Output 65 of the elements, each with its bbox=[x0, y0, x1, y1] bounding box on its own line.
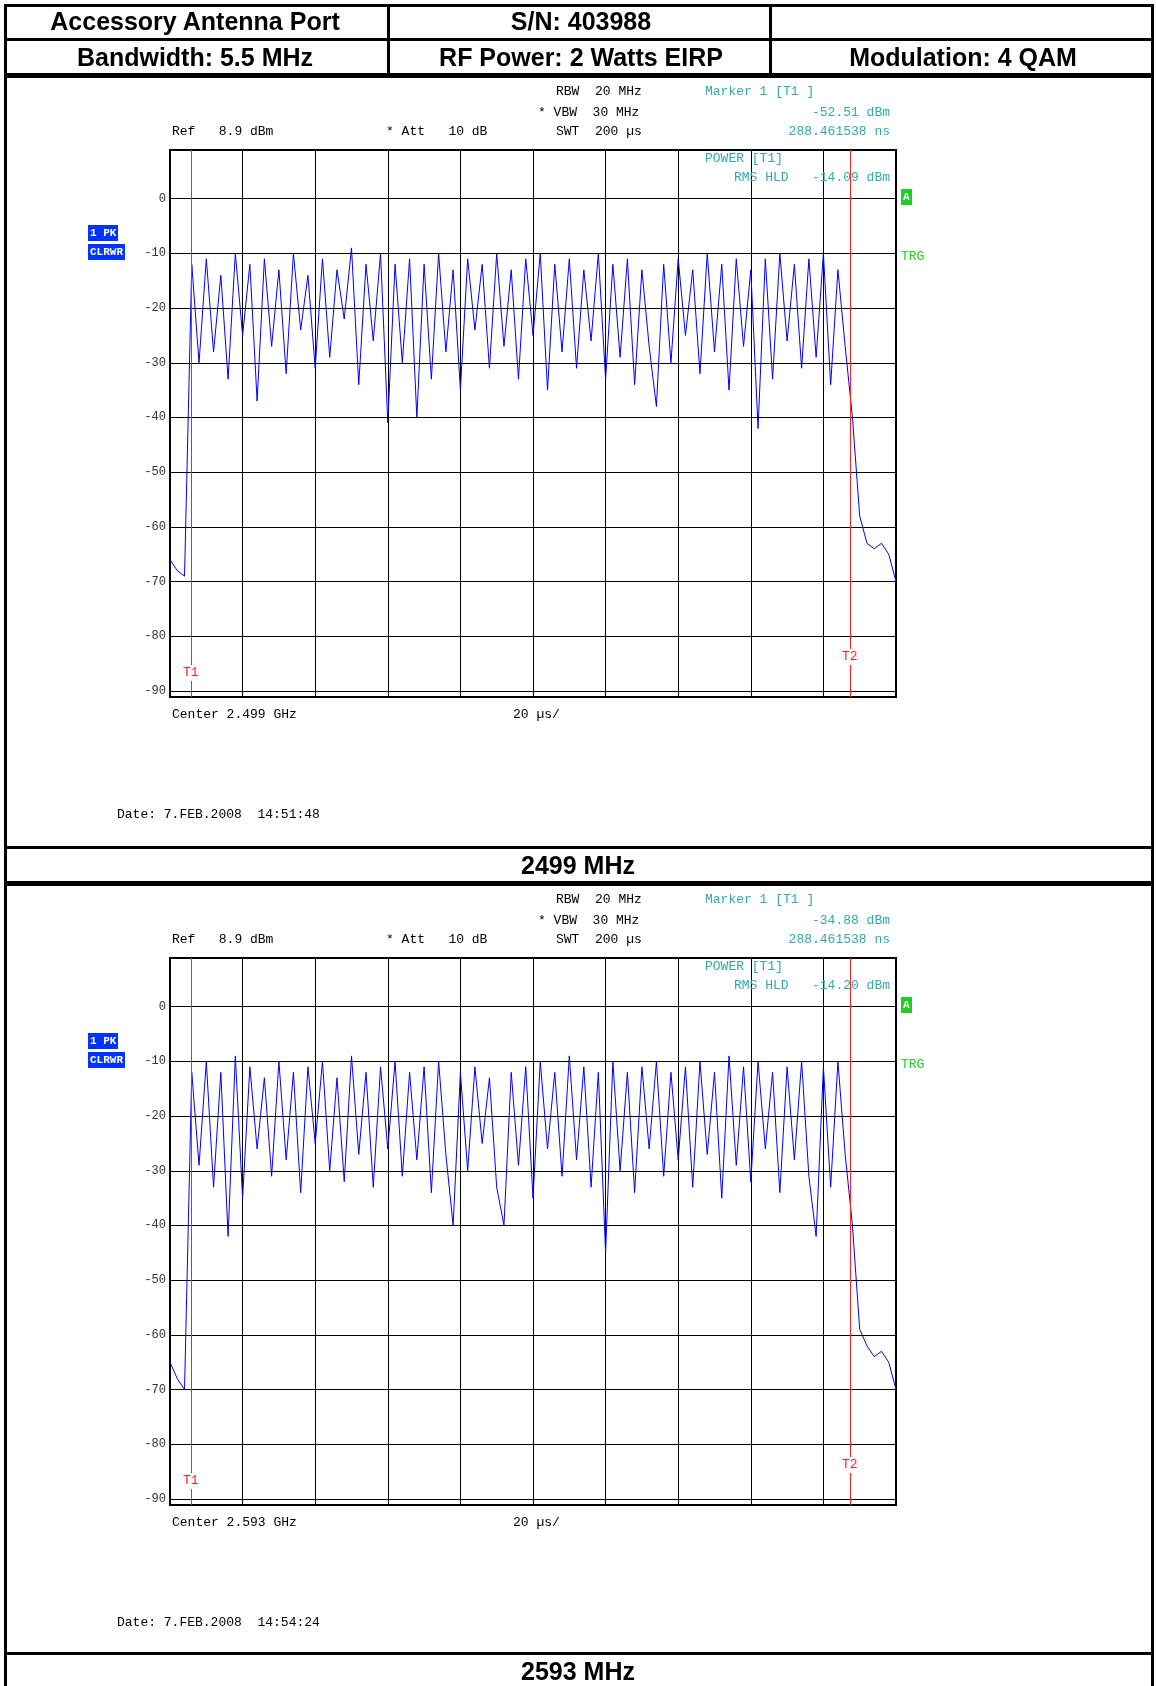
text: Center 2.499 GHz bbox=[172, 707, 297, 723]
text: 1 PK bbox=[88, 1033, 119, 1049]
y-tick-label: -50 bbox=[144, 1273, 166, 1288]
text: SWT 200 µs bbox=[556, 124, 642, 140]
y-tick-label: -70 bbox=[144, 1382, 166, 1397]
y-tick-label: -20 bbox=[144, 1109, 166, 1124]
text: Date: 7.FEB.2008 14:51:48 bbox=[117, 807, 320, 823]
text: TRG bbox=[901, 249, 925, 265]
text: 2593 MHz bbox=[520, 1656, 636, 1686]
y-tick-label: -30 bbox=[144, 355, 166, 370]
text: 2499 MHz bbox=[520, 850, 636, 881]
text: 288.461538 ns bbox=[788, 932, 890, 948]
annotation: T1 bbox=[183, 665, 199, 681]
text: Bandwidth: 5.5 MHz bbox=[75, 42, 315, 73]
y-tick-label: -60 bbox=[144, 1327, 166, 1342]
text: SWT 200 µs bbox=[556, 932, 642, 948]
text: Center 2.593 GHz bbox=[172, 1515, 297, 1531]
text: CLRWR bbox=[88, 1052, 126, 1068]
text: CLRWR bbox=[88, 244, 126, 260]
annotation: T1 bbox=[183, 1473, 199, 1489]
text: Modulation: 4 QAM bbox=[848, 42, 1078, 73]
text: 288.461538 ns bbox=[788, 124, 890, 140]
y-tick-label: -60 bbox=[144, 519, 166, 534]
y-tick-label: -70 bbox=[144, 574, 166, 589]
y-tick-label: -80 bbox=[144, 1437, 166, 1452]
y-tick-label: -80 bbox=[144, 629, 166, 644]
text: A bbox=[901, 189, 912, 205]
annotation: T2 bbox=[842, 649, 858, 665]
y-tick-label: -90 bbox=[144, 683, 166, 698]
y-tick-label: -20 bbox=[144, 301, 166, 316]
text: A bbox=[901, 997, 912, 1013]
text: Ref 8.9 dBm bbox=[172, 124, 274, 140]
text: Accessory Antenna Port bbox=[49, 6, 341, 37]
y-tick-label: -90 bbox=[144, 1491, 166, 1506]
y-tick-label: -10 bbox=[144, 246, 166, 261]
text: 20 µs/ bbox=[513, 707, 560, 723]
text: -52.51 dBm bbox=[811, 105, 890, 121]
text: TRG bbox=[901, 1057, 925, 1073]
text: * VBW 30 MHz bbox=[538, 913, 640, 929]
text: S/N: 403988 bbox=[509, 6, 653, 37]
y-tick-label: -50 bbox=[144, 465, 166, 480]
text: 1 PK bbox=[88, 225, 119, 241]
line-series bbox=[169, 1055, 897, 1391]
y-tick-label: -40 bbox=[144, 410, 166, 425]
line-series bbox=[169, 247, 897, 583]
annotation: POWER [T1] bbox=[705, 959, 784, 975]
text: RF Power: 2 Watts EIRP bbox=[438, 42, 724, 73]
y-tick-label: 0 bbox=[158, 999, 166, 1014]
annotation: POWER [T1] bbox=[705, 151, 784, 167]
y-tick-label: -10 bbox=[144, 1054, 166, 1069]
text: * Att 10 dB bbox=[386, 124, 488, 140]
text: Date: 7.FEB.2008 14:54:24 bbox=[117, 1615, 320, 1631]
y-tick-label: -40 bbox=[144, 1218, 166, 1233]
text: * Att 10 dB bbox=[386, 932, 488, 948]
text: 20 µs/ bbox=[513, 1515, 560, 1531]
text: -34.88 dBm bbox=[811, 913, 890, 929]
annotation: T2 bbox=[842, 1457, 858, 1473]
y-tick-label: 0 bbox=[158, 191, 166, 206]
text: * VBW 30 MHz bbox=[538, 105, 640, 121]
text: Marker 1 [T1 ] bbox=[705, 84, 815, 100]
text: RBW 20 MHz bbox=[556, 892, 642, 908]
text: RBW 20 MHz bbox=[556, 84, 642, 100]
y-tick-label: -30 bbox=[144, 1163, 166, 1178]
text: Marker 1 [T1 ] bbox=[705, 892, 815, 908]
text: Ref 8.9 dBm bbox=[172, 932, 274, 948]
